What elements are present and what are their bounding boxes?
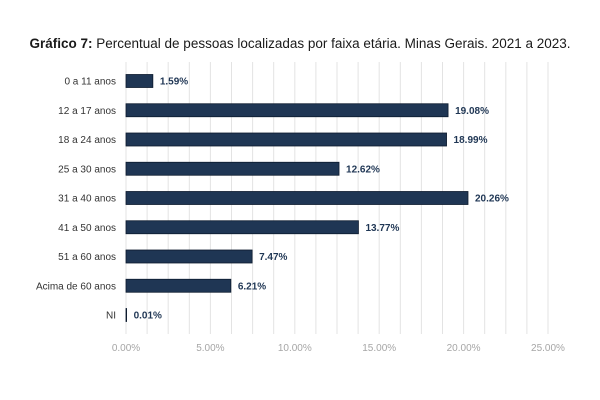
bar [125, 220, 359, 235]
data-label: 18.99% [454, 135, 488, 146]
category-label: 25 a 30 anos [58, 164, 116, 175]
bar [125, 74, 154, 88]
data-label: 6.21% [238, 281, 266, 292]
category-label: 18 a 24 anos [58, 135, 116, 146]
tick-label: 0.00% [112, 343, 140, 354]
category-label: 41 a 50 anos [58, 223, 116, 234]
x-axis-tick-labels: 0.00% 5.00% 10.00% 15.00% 20.00% 25.00% [112, 343, 565, 354]
tick-label: 15.00% [362, 343, 396, 354]
data-label: 13.77% [365, 223, 399, 234]
category-label: 0 a 11 anos [64, 77, 116, 88]
tick-label: 25.00% [531, 343, 565, 354]
bar [125, 191, 469, 205]
category-label: 31 a 40 anos [58, 194, 116, 205]
bar [125, 308, 128, 322]
bar [125, 161, 340, 176]
bar [125, 132, 447, 147]
chart-title-lead: Gráfico 7: [29, 36, 93, 51]
tick-label: 5.00% [196, 343, 224, 354]
chart-title: Gráfico 7: Percentual de pessoas localiz… [0, 36, 600, 51]
bar [125, 103, 449, 118]
bar [125, 249, 253, 264]
data-label: 19.08% [455, 106, 489, 117]
tick-label: 10.00% [278, 343, 312, 354]
category-label: NI [106, 311, 116, 322]
bars [125, 74, 469, 322]
category-labels: 0 a 11 anos 12 a 17 anos 18 a 24 anos 25 a … [36, 77, 116, 322]
data-label: 7.47% [259, 252, 287, 263]
data-label: 0.01% [134, 311, 162, 322]
bar [125, 278, 232, 293]
category-label: Acima de 60 anos [36, 281, 116, 292]
data-label: 20.26% [475, 194, 509, 205]
data-label: 12.62% [346, 164, 380, 175]
tick-label: 20.00% [447, 343, 481, 354]
chart-title-text: Percentual de pessoas localizadas por fa… [92, 36, 571, 51]
category-label: 51 a 60 anos [58, 252, 116, 263]
data-label: 1.59% [160, 77, 188, 88]
value-labels: 1.59% 19.08% 18.99% 12.62% 20.26% 13.77% 7.47%… [134, 77, 509, 322]
category-label: 12 a 17 anos [58, 106, 116, 117]
